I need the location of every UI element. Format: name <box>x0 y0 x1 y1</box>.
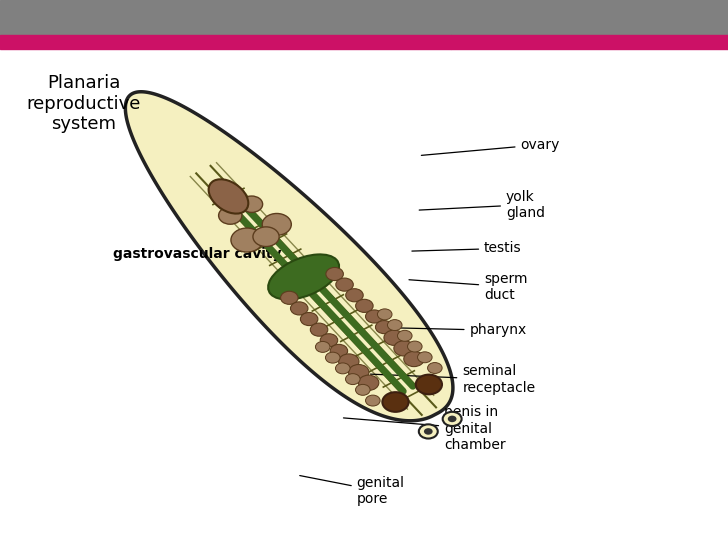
Circle shape <box>387 319 402 330</box>
Circle shape <box>382 392 408 412</box>
Circle shape <box>346 373 360 384</box>
Circle shape <box>320 334 338 347</box>
Circle shape <box>394 341 414 356</box>
Circle shape <box>365 310 383 323</box>
Ellipse shape <box>268 254 339 300</box>
Circle shape <box>419 424 438 438</box>
Circle shape <box>231 228 263 252</box>
Ellipse shape <box>209 179 248 213</box>
Text: penis in
genital
chamber: penis in genital chamber <box>344 406 506 452</box>
Circle shape <box>325 352 340 363</box>
Circle shape <box>424 428 432 435</box>
Circle shape <box>376 321 393 334</box>
Circle shape <box>346 289 363 302</box>
Circle shape <box>365 395 380 406</box>
Circle shape <box>355 384 370 395</box>
Circle shape <box>397 330 412 341</box>
Text: Planaria
reproductive
system: Planaria reproductive system <box>26 74 141 133</box>
Circle shape <box>218 207 242 224</box>
Circle shape <box>448 416 456 422</box>
Circle shape <box>241 196 263 212</box>
Text: sperm
duct: sperm duct <box>409 271 528 302</box>
Circle shape <box>339 354 359 369</box>
Circle shape <box>377 309 392 320</box>
Circle shape <box>290 302 308 315</box>
Circle shape <box>326 268 344 281</box>
Circle shape <box>427 363 442 373</box>
Circle shape <box>358 375 379 390</box>
Text: testis: testis <box>412 241 522 256</box>
Circle shape <box>280 291 298 304</box>
Text: pharynx: pharynx <box>387 323 527 337</box>
Circle shape <box>315 341 330 352</box>
Text: ovary: ovary <box>422 138 560 156</box>
Circle shape <box>336 363 350 374</box>
Circle shape <box>336 278 353 291</box>
Text: genital
pore: genital pore <box>300 476 405 507</box>
Circle shape <box>262 213 291 235</box>
Text: gastrovascular cavity: gastrovascular cavity <box>113 247 328 267</box>
Text: yolk
gland: yolk gland <box>419 189 545 220</box>
Circle shape <box>384 330 404 346</box>
Circle shape <box>310 323 328 336</box>
Circle shape <box>416 375 442 394</box>
Circle shape <box>349 365 369 380</box>
Circle shape <box>301 312 318 325</box>
Polygon shape <box>125 92 453 421</box>
Circle shape <box>408 341 422 352</box>
Circle shape <box>253 227 279 247</box>
Circle shape <box>443 412 462 426</box>
Circle shape <box>418 352 432 363</box>
Circle shape <box>404 351 424 366</box>
Text: seminal
receptacle: seminal receptacle <box>371 364 535 395</box>
Circle shape <box>331 345 348 358</box>
Circle shape <box>356 299 373 312</box>
